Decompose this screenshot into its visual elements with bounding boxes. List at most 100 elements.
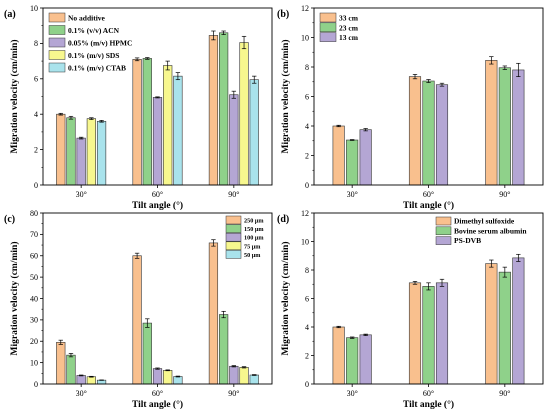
bar <box>435 282 449 385</box>
legend-swatch <box>48 25 66 35</box>
legend: No additive 0.1% (v/v) ACN 0.05% (m/v) HPM… <box>48 12 132 73</box>
bar <box>76 137 86 186</box>
error-bar <box>221 310 226 319</box>
bar <box>208 242 219 385</box>
y-tick-label: 60 <box>30 252 38 261</box>
y-axis-title: Migration velocity (cm/min) <box>280 40 291 154</box>
bar <box>239 42 249 186</box>
error-bar <box>68 115 74 120</box>
error-bar <box>363 128 368 132</box>
bar <box>142 58 152 186</box>
error-bar <box>412 281 418 285</box>
legend-swatch <box>48 62 66 73</box>
y-tick-label: 2 <box>305 351 309 360</box>
y-tick-label: 0 <box>34 380 38 389</box>
legend-swatch <box>225 224 242 233</box>
legend-label: Bovine serum albumin <box>454 226 527 235</box>
panel-label: (b) <box>277 9 289 20</box>
bar <box>249 374 259 385</box>
y-tick-label: 4 <box>34 110 38 119</box>
y-tick-label: 0 <box>34 181 38 190</box>
legend-swatch <box>225 215 242 225</box>
error-bar <box>349 336 355 339</box>
panel-label: (d) <box>277 214 289 225</box>
bar <box>76 375 86 385</box>
error-bar <box>165 369 170 372</box>
bar <box>96 120 107 186</box>
legend-swatch <box>48 12 66 23</box>
x-tick-label: 60° <box>152 389 163 398</box>
error-bar <box>241 366 247 369</box>
y-tick-label: 6 <box>305 92 309 101</box>
x-tick-label: 60° <box>152 190 163 199</box>
error-bar <box>252 75 257 84</box>
legend-label: 0.1% (v/v) ACN <box>68 26 120 35</box>
legend-label: 150 μm <box>244 226 264 233</box>
bar <box>408 76 422 186</box>
bar <box>239 367 249 385</box>
x-axis-title: Tilt angle (°) <box>132 200 183 211</box>
x-tick-label: 90° <box>228 389 239 398</box>
legend-swatch <box>435 236 452 245</box>
error-bar <box>134 252 140 259</box>
error-bar <box>349 139 355 141</box>
bar <box>422 286 435 385</box>
error-bar <box>134 57 140 62</box>
x-axis-title: Tilt angle (°) <box>403 399 454 409</box>
bar <box>173 75 183 186</box>
legend-label: 0.05% (m/v) HPMC <box>68 39 132 48</box>
legend-swatch <box>225 241 242 251</box>
bar <box>132 59 142 186</box>
error-bar <box>231 90 237 99</box>
x-tick-label: 90° <box>499 389 510 398</box>
y-tick-label: 50 <box>30 273 38 282</box>
legend-swatch <box>435 226 452 236</box>
error-bar <box>426 79 431 83</box>
bar <box>485 263 498 385</box>
legend-swatch <box>48 50 66 60</box>
y-tick-label: 8 <box>34 39 38 48</box>
y-tick-label: 4 <box>305 122 309 131</box>
error-bar <box>516 253 521 262</box>
legend-swatch <box>48 37 66 48</box>
y-tick-label: 30 <box>30 316 38 325</box>
error-bar <box>336 124 341 128</box>
x-tick-label: 30° <box>347 389 358 398</box>
error-bar <box>439 278 445 287</box>
x-tick-label: 90° <box>499 190 510 199</box>
bar <box>142 322 152 385</box>
legend-swatch <box>319 12 337 23</box>
error-bar <box>89 375 94 378</box>
bar <box>229 94 239 186</box>
chart-panel: 0 2 4 6 8 10 12 30° 60° 90° Tilt angle (°) Migratio… <box>277 209 544 409</box>
error-bar <box>175 375 181 378</box>
y-tick-label: 8 <box>305 266 309 275</box>
error-bar <box>155 96 160 99</box>
y-tick-label: 12 <box>301 209 309 218</box>
y-tick-label: 10 <box>301 237 309 246</box>
error-bar <box>516 62 521 77</box>
legend-label: 13 cm <box>339 33 359 42</box>
bar <box>163 65 173 186</box>
y-tick-label: 40 <box>30 294 38 303</box>
error-bar <box>58 339 63 345</box>
bar <box>56 113 66 186</box>
y-tick-label: 0 <box>305 380 309 389</box>
x-tick-label: 30° <box>347 190 358 199</box>
bar <box>208 35 219 186</box>
y-tick-label: 70 <box>30 230 38 239</box>
y-tick-label: 10 <box>30 358 38 367</box>
y-tick-label: 12 <box>301 4 309 13</box>
y-tick-label: 8 <box>305 63 309 72</box>
bar <box>66 117 76 186</box>
chart-panel: 0 2 4 6 8 10 12 30° 60° 90° Tilt angle (°) Migratio… <box>277 4 544 211</box>
panel-label: (a) <box>4 9 16 20</box>
legend-label: No additive <box>68 14 106 23</box>
x-tick-label: 60° <box>423 190 434 199</box>
bar <box>408 282 422 385</box>
legend-swatch <box>319 22 337 33</box>
legend-label: 33 cm <box>339 14 359 23</box>
panel-label: (c) <box>4 214 15 225</box>
